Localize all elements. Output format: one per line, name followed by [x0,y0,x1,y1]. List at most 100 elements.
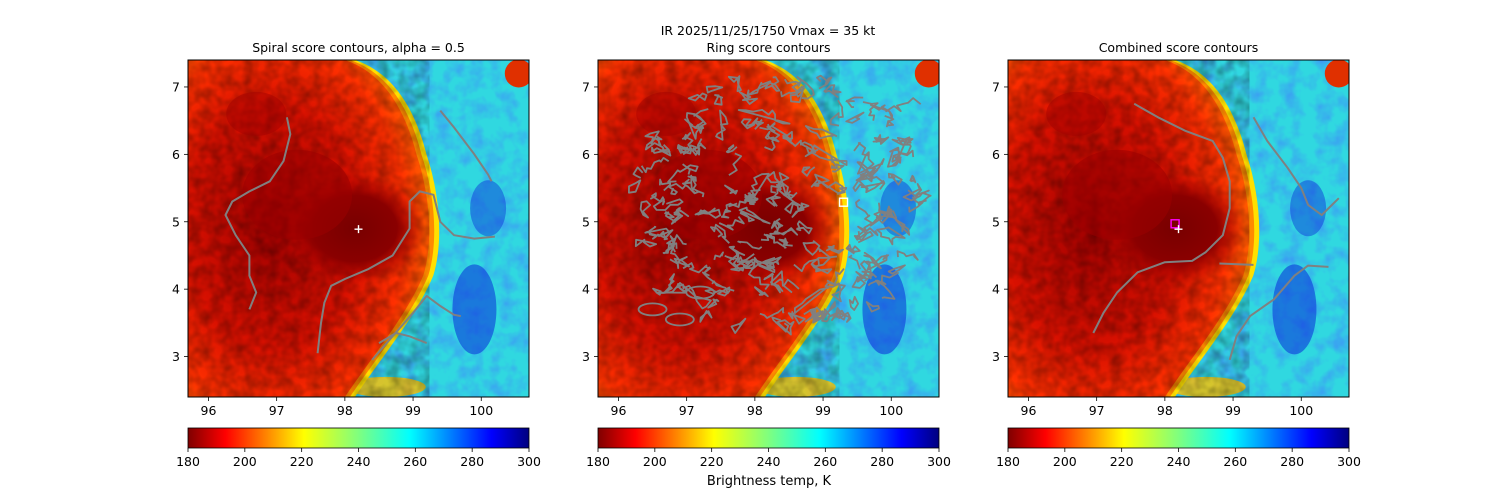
contour-line [867,271,900,287]
colorbar-tick-label: 280 [1280,454,1304,469]
contour-line [1092,102,1231,334]
contour-line [869,210,884,227]
contour-line [673,207,690,217]
x-tick-label: 99 [815,403,831,418]
colorbar: 180 200 220 240 260 280 300 [176,427,541,469]
contour-line [724,184,738,195]
contour-line [682,178,705,198]
contour-line [764,130,780,143]
colorbar-tick-label: 240 [1167,454,1191,469]
contour-line [765,188,781,207]
figure-suptitle: IR 2025/11/25/1750 Vmax = 35 kt [661,23,876,38]
contour-line [687,175,697,182]
contour-line [684,108,709,129]
contour-line [895,137,912,161]
contour-line [778,237,793,247]
colorbar-tick-label: 220 [290,454,314,469]
contour-line [739,210,755,223]
contour-line [887,264,906,275]
contour-line [787,311,806,325]
contour-line [802,240,821,256]
contour-line [791,202,810,218]
contour-line [821,301,836,323]
contour-line [801,166,816,177]
contour-line [816,74,833,90]
contour-line [810,256,831,272]
score-contours [1092,102,1340,361]
y-tick-label: 4 [992,282,1000,297]
panel-2: Ring score contours 96 97 98 99 100 3 4 5 6 7 180 20… [582,40,951,469]
contour-line [770,183,780,194]
contour-line [845,243,861,255]
contour-line [827,309,847,321]
contour-line [738,91,758,105]
panels: Spiral score contours, alpha = 0.5 96 97 98… [172,40,1361,469]
contour-line [823,84,842,98]
x-tick-label: 96 [201,403,217,418]
contour-line [825,244,844,254]
contour-line [873,134,890,145]
contour-line [1219,262,1254,266]
contour-line [865,301,880,313]
contour-line [845,111,865,124]
contour-line [667,163,691,183]
contour-line [896,250,919,261]
contour-line [694,207,722,219]
colorbar-label: Brightness temp, K [707,474,832,489]
contour-line [782,135,802,147]
contour-line [705,85,724,94]
colorbar-tick-label: 260 [403,454,427,469]
contour-line [738,206,771,225]
contour-line [744,260,770,291]
contour-line [770,220,784,230]
contour-line [891,138,914,146]
axes-frame [1007,59,1350,398]
panel-title: Spiral score contours, alpha = 0.5 [252,40,465,55]
contour-line [439,109,493,182]
x-tick-label: 96 [1021,403,1037,418]
contour-line [796,76,815,100]
contour-line [715,109,729,141]
contour-line [753,118,764,130]
contour-line [737,240,763,250]
contour-line [793,258,820,273]
contour-line [664,312,695,327]
center-plus-marker [354,225,363,234]
contour-line [789,84,805,104]
contour-line [794,286,830,314]
y-tick-label: 7 [992,79,1000,94]
contour-line [770,270,784,294]
contour-line [727,75,742,92]
contour-line [637,302,668,317]
y-tick-label: 5 [992,214,1000,229]
contour-line [702,271,727,289]
x-tick-label: 100 [879,403,903,418]
contour-line [663,273,675,293]
y-tick-label: 7 [582,79,590,94]
contour-line [659,178,671,192]
contour-line [744,196,759,204]
contour-line [885,97,922,113]
contour-line [804,125,838,140]
colorbar-tick-label: 180 [996,454,1020,469]
contour-line [879,209,898,219]
contour-line [751,256,776,271]
contour-line [853,142,870,157]
contour-line [639,200,652,219]
contour-line [710,223,730,244]
contour-line [829,99,844,127]
contour-line [1252,116,1340,216]
colorbar-tick-label: 200 [1053,454,1077,469]
colorbar-tick-label: 260 [813,454,837,469]
contour-line [676,282,697,297]
contour-line [875,279,896,300]
contour-line [921,189,932,203]
score-contours [224,109,495,361]
contour-line [725,144,738,154]
contour-line [644,130,660,145]
panel-1: Spiral score contours, alpha = 0.5 96 97 98… [172,40,541,469]
contour-line [744,192,759,206]
brightness-image [1008,60,1349,397]
contour-line [676,144,693,155]
